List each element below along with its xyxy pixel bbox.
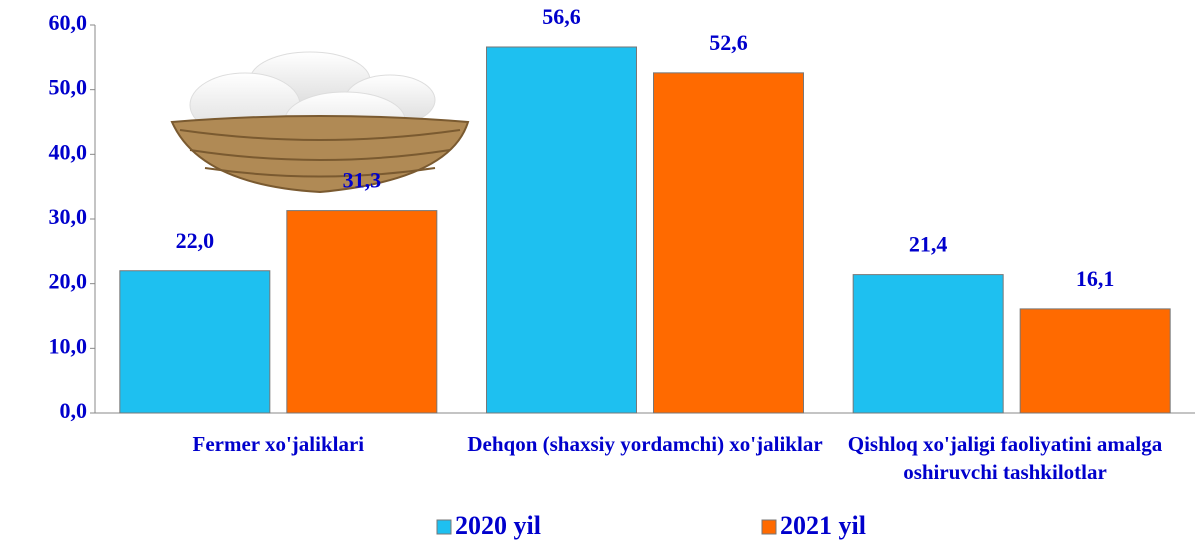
x-tick-label: Qishloq xo'jaligi faoliyatini amalga osh… — [847, 432, 1163, 484]
x-tick-label: Dehqon (shaxsiy yordamchi) xo'jaliklar — [467, 432, 823, 456]
data-label: 56,6 — [542, 4, 581, 29]
y-tick-label: 50,0 — [49, 75, 88, 100]
data-label: 31,3 — [343, 168, 382, 193]
bar — [1019, 308, 1171, 414]
bar — [486, 46, 637, 414]
egg-basket — [170, 51, 470, 194]
bar — [286, 210, 438, 414]
bar — [852, 274, 1004, 414]
y-tick-label: 20,0 — [49, 269, 88, 294]
y-tick-label: 40,0 — [49, 139, 88, 164]
legend-swatch — [761, 519, 777, 535]
bar — [653, 72, 804, 414]
bar — [119, 270, 271, 414]
data-label: 22,0 — [176, 228, 215, 253]
y-tick-label: 0,0 — [60, 398, 88, 423]
y-tick-label: 30,0 — [49, 204, 88, 229]
y-tick-label: 60,0 — [49, 10, 88, 35]
legend-label: 2021 yil — [780, 511, 866, 540]
data-label: 16,1 — [1076, 266, 1115, 291]
y-tick-label: 10,0 — [49, 333, 88, 358]
legend-label: 2020 yil — [455, 511, 541, 540]
legend-swatch — [436, 519, 452, 535]
data-label: 21,4 — [909, 232, 948, 257]
data-label: 52,6 — [709, 30, 748, 55]
x-tick-label: Fermer xo'jaliklari — [192, 432, 365, 456]
